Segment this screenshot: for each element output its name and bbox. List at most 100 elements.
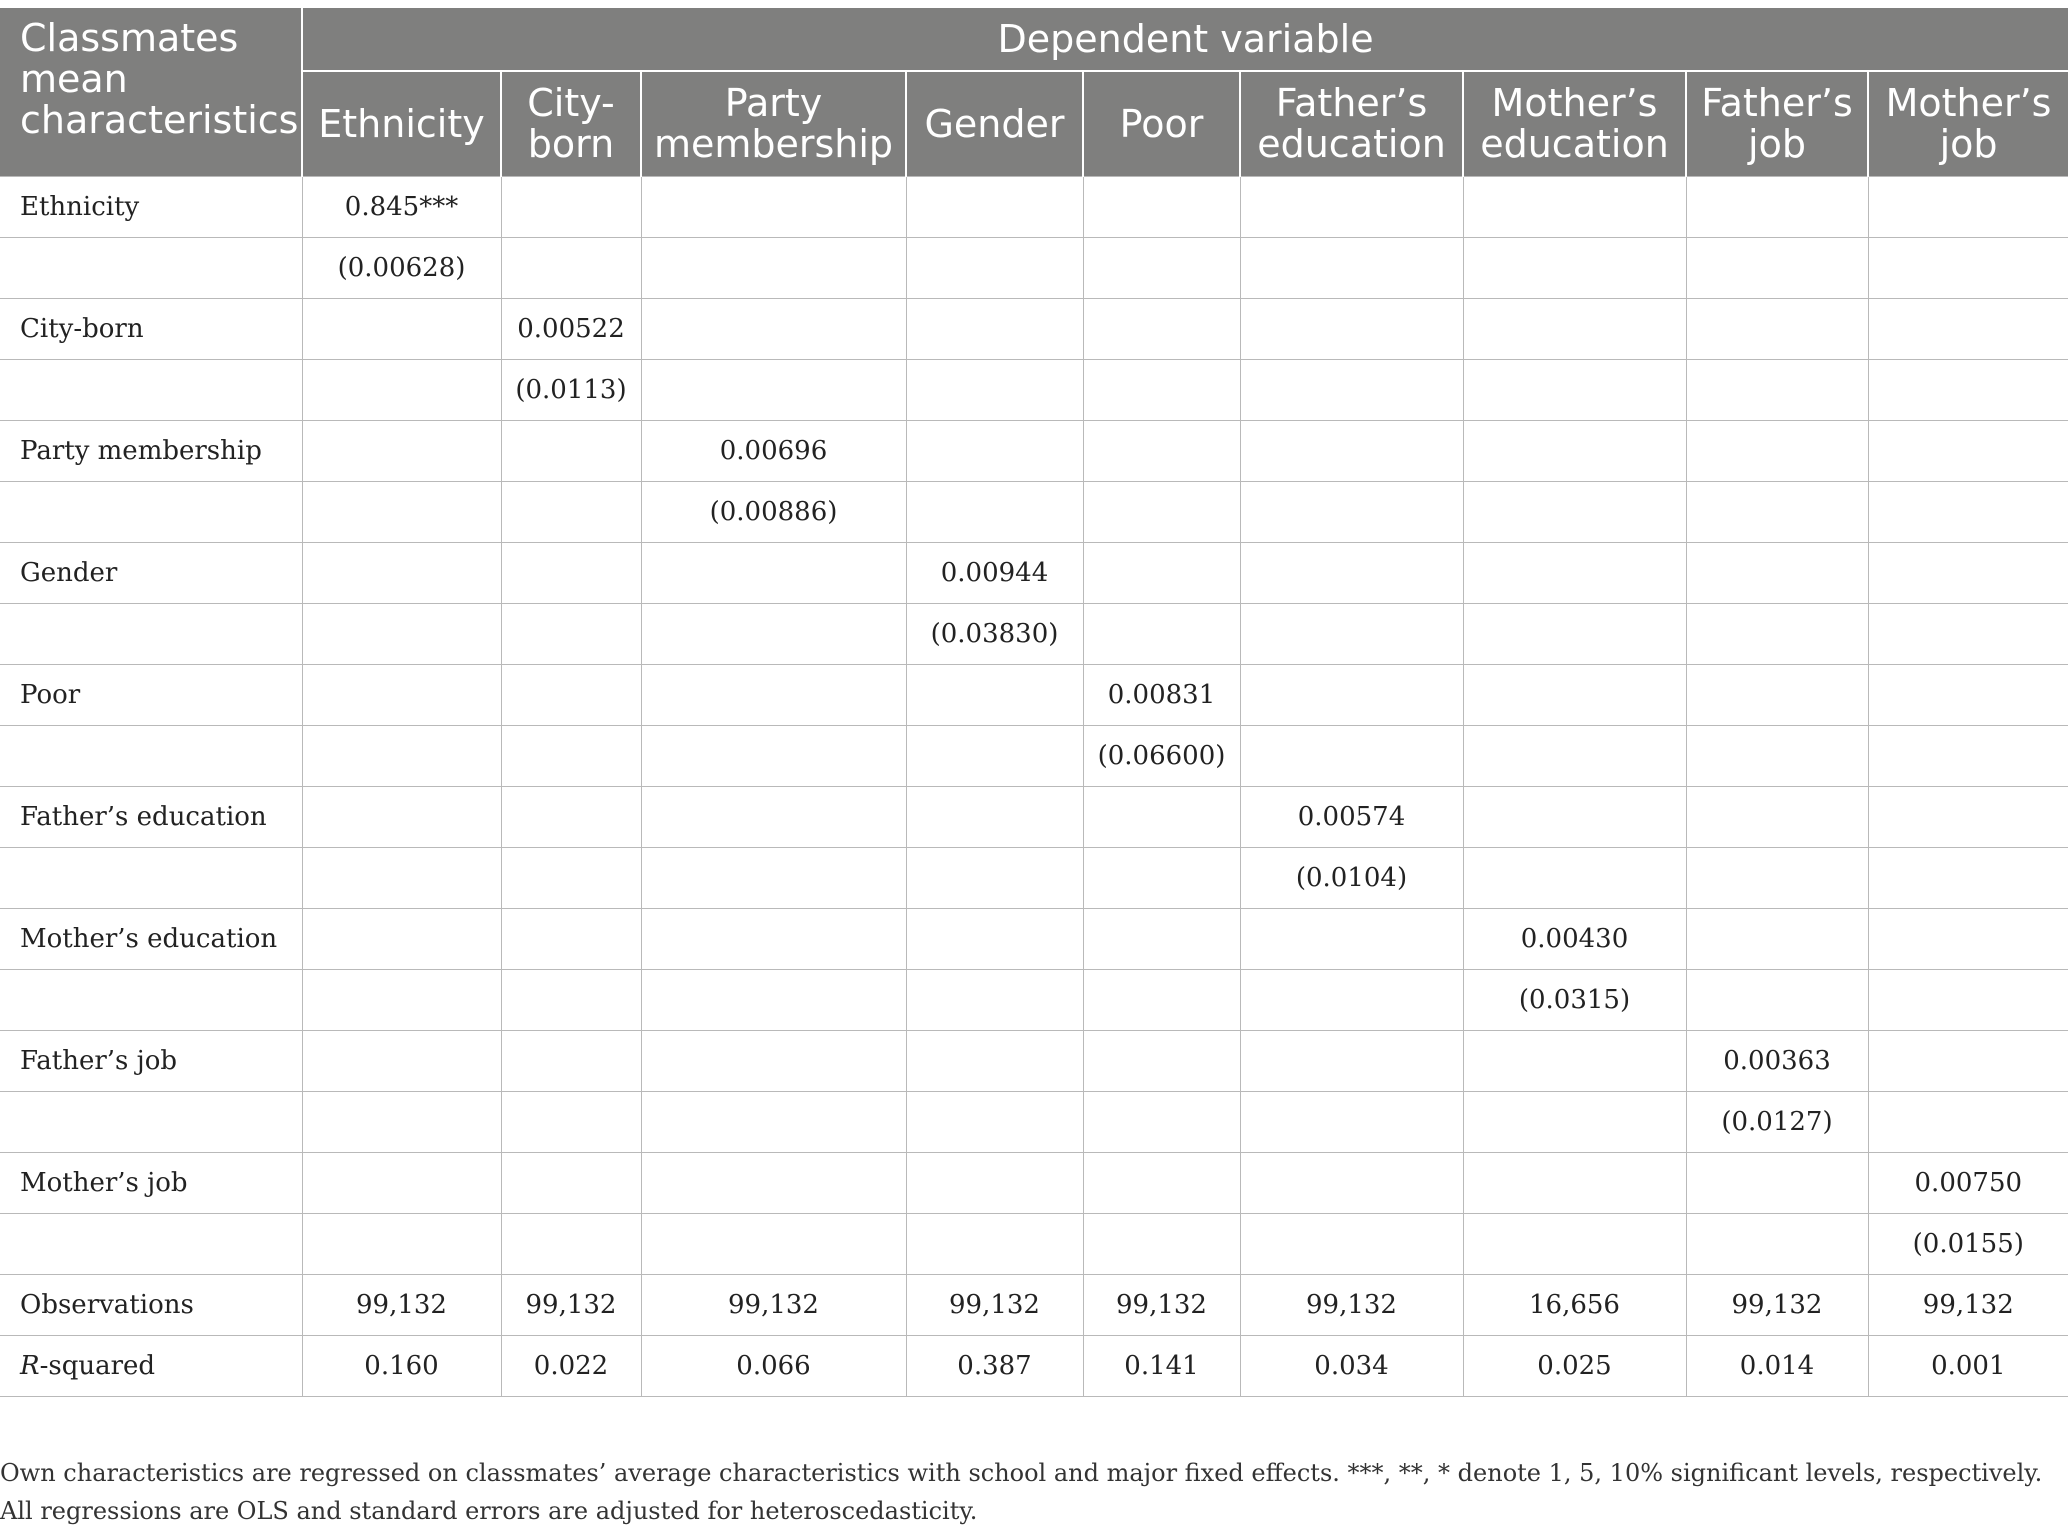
- table-cell: 0.160: [301, 1335, 502, 1397]
- row-label: Gender: [0, 542, 303, 604]
- table-cell: [640, 542, 907, 604]
- table-cell: [301, 1213, 502, 1275]
- table-cell: 0.00363: [1685, 1030, 1869, 1092]
- table-cell: [500, 481, 642, 543]
- coefficient-row: Father’s education 0.00574: [0, 786, 2068, 848]
- column-header: City-born: [500, 70, 641, 177]
- table-cell: [640, 908, 907, 970]
- table-cell: [905, 1091, 1084, 1153]
- table-cell: [500, 1213, 642, 1275]
- row-label: [0, 1213, 303, 1275]
- coefficient-row: Poor 0.00831: [0, 664, 2068, 726]
- table-cell: [1462, 786, 1687, 848]
- coefficient-row: Party membership 0.00696: [0, 420, 2068, 482]
- table-cell: (0.03830): [905, 603, 1084, 665]
- table-cell: [905, 664, 1084, 726]
- table-cell: [1685, 298, 1869, 360]
- table-cell: 99,132: [1685, 1274, 1869, 1336]
- table-cell: [500, 664, 642, 726]
- table-cell: [1685, 847, 1869, 909]
- row-label: [0, 725, 303, 787]
- table-cell: [1867, 298, 2068, 360]
- column-header: Father’s job: [1685, 70, 1868, 177]
- coefficient-row: Mother’s education 0.00430: [0, 908, 2068, 970]
- table-cell: [1082, 298, 1241, 360]
- table-cell: [1082, 969, 1241, 1031]
- table-cell: [1685, 1152, 1869, 1214]
- table-cell: [1239, 237, 1464, 299]
- table-cell: [301, 420, 502, 482]
- table-cell: 0.00574: [1239, 786, 1464, 848]
- table-cell: [640, 786, 907, 848]
- rsquared-label-rest: -squared: [39, 1351, 156, 1381]
- coefficient-row: City-born 0.00522: [0, 298, 2068, 360]
- table-cell: [301, 1091, 502, 1153]
- table-cell: 0.066: [640, 1335, 907, 1397]
- table-cell: [1462, 847, 1687, 909]
- table-cell: 0.00750: [1867, 1152, 2068, 1214]
- row-label: R-squared: [0, 1335, 303, 1397]
- standard-error-row: (0.00628): [0, 237, 2068, 299]
- table-cell: [301, 664, 502, 726]
- table-cell: [640, 847, 907, 909]
- table-cell: [905, 359, 1084, 421]
- table-cell: [905, 1152, 1084, 1214]
- table-cell: [905, 237, 1084, 299]
- table-cell: [301, 1152, 502, 1214]
- table-cell: [1082, 1030, 1241, 1092]
- table-cell: [301, 969, 502, 1031]
- coefficient-row: Ethnicity 0.845***: [0, 176, 2068, 238]
- table-cell: [1082, 420, 1241, 482]
- table-cell: 99,132: [301, 1274, 502, 1336]
- table-cell: [1462, 176, 1687, 238]
- table-cell: [500, 542, 642, 604]
- table-cell: [640, 969, 907, 1031]
- table-cell: [1867, 847, 2068, 909]
- table-cell: [1462, 1091, 1687, 1153]
- table-cell: [1082, 359, 1241, 421]
- coefficient-row: Mother’s job 0.00750: [0, 1152, 2068, 1214]
- table-cell: [1462, 1030, 1687, 1092]
- table-cell: [1462, 420, 1687, 482]
- table-cell: [1867, 969, 2068, 1031]
- table-cell: [1462, 481, 1687, 543]
- table-cell: 0.025: [1462, 1335, 1687, 1397]
- table-cell: [1867, 420, 2068, 482]
- standard-error-row: (0.0127): [0, 1091, 2068, 1153]
- table-cell: [905, 298, 1084, 360]
- table-cell: [1082, 603, 1241, 665]
- row-label: Party membership: [0, 420, 303, 482]
- table-cell: [905, 786, 1084, 848]
- table-cell: [640, 1030, 907, 1092]
- table-cell: [500, 176, 642, 238]
- table-cell: [905, 725, 1084, 787]
- table-cell: (0.00886): [640, 481, 907, 543]
- table-body: Ethnicity 0.845*** (0.00628) City-born 0.005…: [0, 176, 2068, 1397]
- row-label: City-born: [0, 298, 303, 360]
- table-cell: [1867, 908, 2068, 970]
- table-cell: [640, 298, 907, 360]
- table-cell: 99,132: [1867, 1274, 2068, 1336]
- table-cell: [1685, 664, 1869, 726]
- table-cell: [500, 786, 642, 848]
- table-cell: [301, 786, 502, 848]
- table-cell: 0.845***: [301, 176, 502, 238]
- table-cell: [905, 1213, 1084, 1275]
- table-cell: 0.00430: [1462, 908, 1687, 970]
- table-cell: [640, 1091, 907, 1153]
- table-cell: [1867, 1030, 2068, 1092]
- row-label: Ethnicity: [0, 176, 303, 238]
- row-label: [0, 603, 303, 665]
- dependent-variable-header: Dependent variable: [300, 8, 2068, 71]
- table-cell: 99,132: [905, 1274, 1084, 1336]
- table-cell: [500, 1091, 642, 1153]
- table-cell: [1462, 359, 1687, 421]
- table-cell: 0.00831: [1082, 664, 1241, 726]
- table-cell: [1082, 786, 1241, 848]
- table-cell: 0.00944: [905, 542, 1084, 604]
- rsquared-label-italic: R: [20, 1351, 40, 1381]
- table-cell: [1462, 1213, 1687, 1275]
- table-cell: [1867, 725, 2068, 787]
- table-cell: [640, 1152, 907, 1214]
- table-cell: [1685, 908, 1869, 970]
